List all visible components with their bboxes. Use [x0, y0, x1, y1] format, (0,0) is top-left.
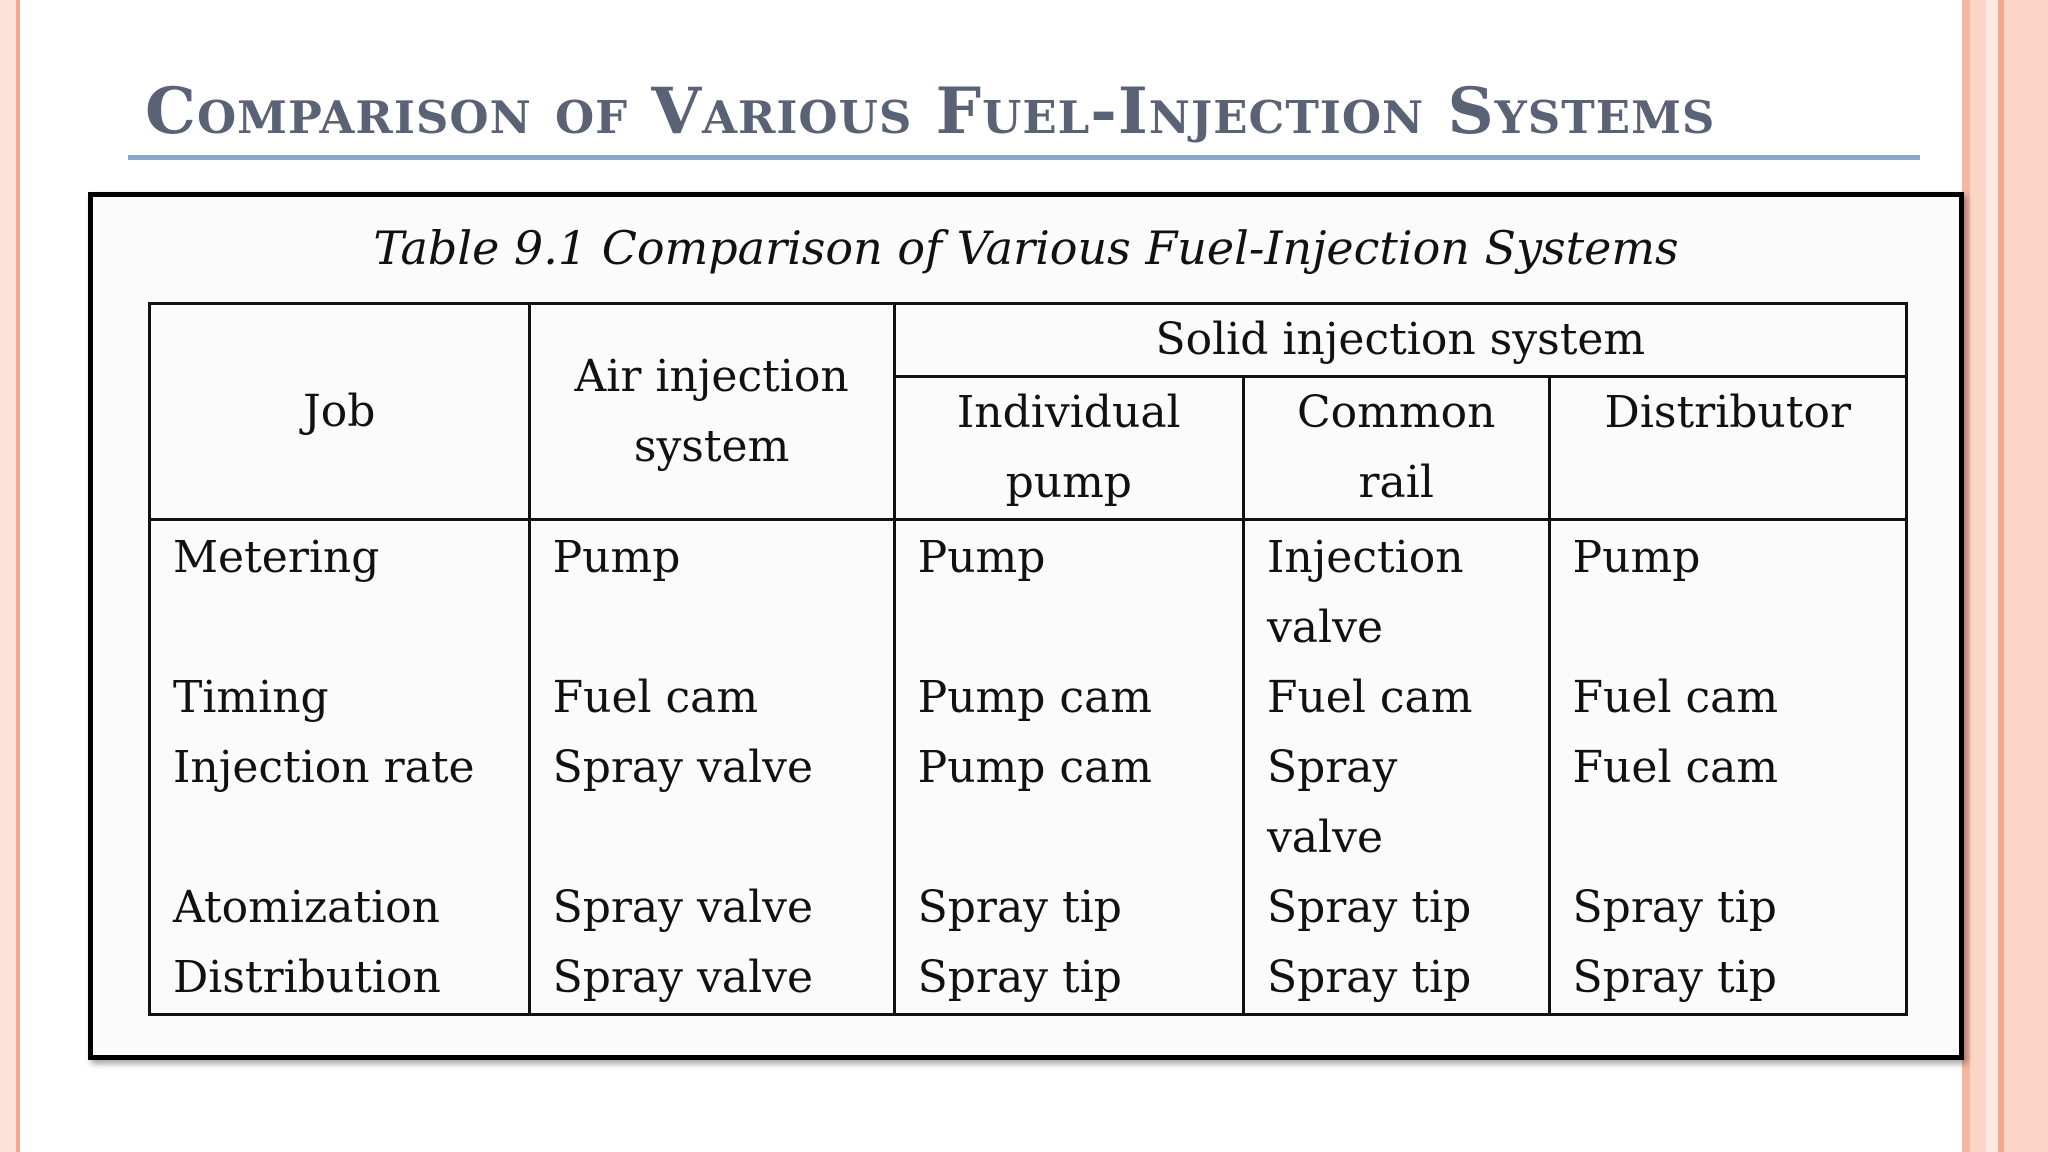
table-caption: Table 9.1 Comparison of Various Fuel-Inj…: [373, 221, 1679, 275]
cell-individual: Pump cam: [892, 663, 1245, 733]
header-solid-injection: Solid injection system: [892, 302, 1909, 378]
slide-right-edge: [1962, 0, 2048, 1152]
cell-air: Fuel cam: [527, 663, 896, 733]
cell-job: Injection rate: [148, 733, 531, 873]
slide-left-edge: [0, 0, 20, 1152]
edge-stripe: [1998, 0, 2004, 1152]
cell-common: Spray tip: [1241, 943, 1551, 1016]
cell-job: Timing: [148, 663, 531, 733]
cell-air: Spray valve: [527, 733, 896, 873]
fuel-injection-table: Job Air injection system Solid injection…: [148, 302, 1909, 1016]
header-air-injection: Air injection system: [527, 302, 896, 521]
table-row: Timing Fuel cam Pump cam Fuel cam Fuel c…: [148, 663, 1909, 733]
cell-distributor: Spray tip: [1547, 873, 1909, 943]
cell-common: Spray valve: [1241, 733, 1551, 873]
cell-job: Distribution: [148, 943, 531, 1016]
slide-title: Comparison of Various Fuel-Injection Sys…: [145, 74, 1716, 149]
cell-common: Fuel cam: [1241, 663, 1551, 733]
title-underline: [128, 155, 1920, 160]
cell-air: Spray valve: [527, 873, 896, 943]
header-individual-pump: Individual pump: [892, 375, 1245, 521]
header-distributor: Distributor: [1547, 375, 1909, 521]
table-row: Distribution Spray valve Spray tip Spray…: [148, 943, 1909, 1016]
table-row: Injection rate Spray valve Pump cam Spra…: [148, 733, 1909, 873]
cell-individual: Pump: [892, 519, 1245, 663]
edge-stripe: [1986, 0, 1998, 1152]
table-row: Atomization Spray valve Spray tip Spray …: [148, 873, 1909, 943]
header-job: Job: [148, 302, 531, 521]
edge-stripe: [1962, 0, 1970, 1152]
cell-common: Injection valve: [1241, 519, 1551, 663]
cell-job: Atomization: [148, 873, 531, 943]
header-row-group: Job Air injection system Solid injection…: [148, 302, 1909, 521]
cell-individual: Spray tip: [892, 873, 1245, 943]
cell-distributor: Pump: [1547, 519, 1909, 663]
header-row-sub: Individual pump Common rail Distributor: [150, 375, 1909, 521]
cell-individual: Pump cam: [892, 733, 1245, 873]
cell-air: Pump: [527, 519, 896, 663]
cell-distributor: Spray tip: [1547, 943, 1909, 1016]
table-image-frame: Table 9.1 Comparison of Various Fuel-Inj…: [88, 192, 1964, 1060]
cell-distributor: Fuel cam: [1547, 733, 1909, 873]
header-common-rail: Common rail: [1241, 375, 1551, 521]
table-row: Metering Pump Pump Injection valve Pump: [148, 519, 1909, 663]
cell-common: Spray tip: [1241, 873, 1551, 943]
cell-job: Metering: [148, 519, 531, 663]
cell-individual: Spray tip: [892, 943, 1245, 1016]
cell-distributor: Fuel cam: [1547, 663, 1909, 733]
cell-air: Spray valve: [527, 943, 896, 1016]
